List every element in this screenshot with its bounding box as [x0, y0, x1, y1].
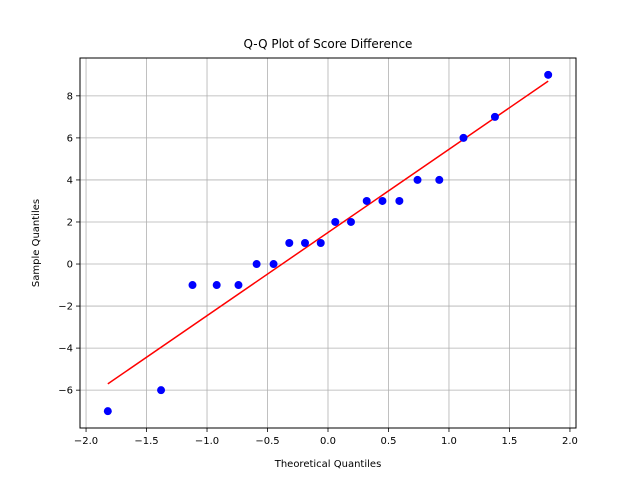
plot-series [103, 70, 553, 416]
y-tick-label: 4 [67, 175, 73, 186]
grid [80, 58, 576, 428]
data-point [188, 281, 197, 290]
x-tick-label: −1.0 [195, 436, 219, 447]
x-tick-label: 2.0 [562, 436, 578, 447]
y-tick-label: 2 [67, 217, 73, 228]
x-tick-label: 1.0 [441, 436, 457, 447]
y-tick-label: 8 [67, 91, 73, 102]
data-point [346, 217, 355, 226]
data-point [413, 175, 422, 184]
y-tick-label: −2 [58, 302, 73, 313]
y-tick-label: 0 [67, 260, 73, 271]
data-point [331, 217, 340, 226]
data-point [285, 239, 294, 247]
data-point [103, 407, 112, 416]
data-point [252, 260, 261, 269]
data-point [435, 175, 444, 184]
reference-fit-line [107, 80, 549, 385]
data-point [157, 386, 166, 395]
x-tick-label: −0.5 [255, 436, 279, 447]
data-point [234, 281, 243, 290]
data-point [212, 281, 221, 290]
data-point [316, 239, 325, 247]
x-tick-label: −2.0 [74, 436, 98, 447]
data-point [490, 112, 499, 121]
data-point [301, 239, 310, 247]
y-tick-label: −4 [58, 344, 73, 355]
x-tick-label: −1.5 [134, 436, 158, 447]
x-tick-label: 0.0 [320, 436, 336, 447]
x-tick-label: 1.5 [502, 436, 518, 447]
x-tick-label: 0.5 [381, 436, 397, 447]
y-axis-label: Sample Quantiles [31, 199, 42, 287]
data-point [544, 70, 553, 79]
y-tick-label: −6 [58, 386, 73, 397]
chart-title: Q-Q Plot of Score Difference [244, 37, 413, 51]
data-point [378, 196, 387, 205]
axis-ticks: −2.0 −1.5 −1.0 −0.5 0.0 0.5 1.0 1.5 2.0 −6 −4 −2 0 2 4… [58, 91, 578, 447]
x-axis-label: Theoretical Quantiles [274, 459, 382, 470]
data-point [395, 196, 404, 205]
data-point [459, 133, 468, 142]
data-point [362, 196, 371, 205]
data-point [269, 260, 278, 269]
y-tick-label: 6 [67, 133, 73, 144]
